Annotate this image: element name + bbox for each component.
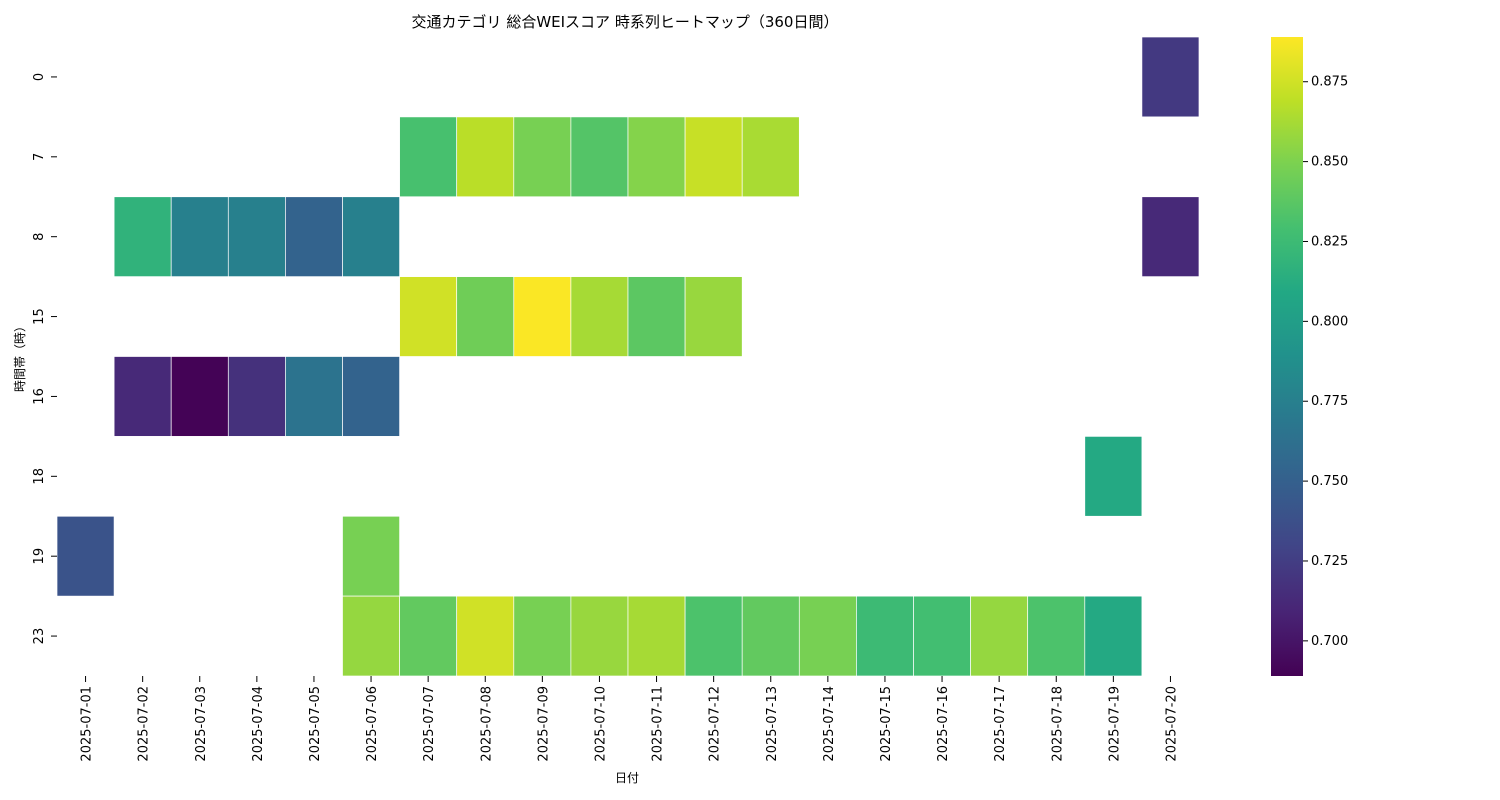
heatmap-cell bbox=[741, 595, 800, 677]
x-tick-label: 2025-07-14 bbox=[822, 686, 837, 762]
heatmap-cell bbox=[342, 356, 400, 437]
y-tick-label: 0 bbox=[32, 73, 47, 81]
heatmap-cell bbox=[1141, 196, 1200, 277]
chart-title: 交通カテゴリ 総合WEIスコア 時系列ヒートマップ（360日間） bbox=[412, 13, 839, 31]
y-tick-label: 23 bbox=[32, 628, 47, 645]
x-tick-label: 2025-07-15 bbox=[879, 686, 894, 762]
y-tick-label: 18 bbox=[32, 468, 47, 485]
x-tick-label: 2025-07-08 bbox=[479, 686, 494, 762]
x-tick-label: 2025-07-12 bbox=[708, 686, 723, 762]
heatmap-cell bbox=[513, 116, 572, 198]
x-tick-label: 2025-07-01 bbox=[80, 686, 95, 762]
heatmap-cell bbox=[285, 196, 343, 277]
y-tick-label: 7 bbox=[32, 153, 47, 161]
y-tick-label: 8 bbox=[32, 233, 47, 241]
y-axis-ticks: 0 7 8 15 16 18 19 23 bbox=[32, 73, 57, 645]
heatmap-cell bbox=[342, 595, 400, 677]
colorbar-tick-label: 0.850 bbox=[1311, 155, 1348, 170]
heatmap-cell bbox=[1084, 436, 1143, 517]
heatmap-cell bbox=[1084, 595, 1143, 677]
heatmap-cell bbox=[227, 356, 286, 437]
colorbar-tick-label: 0.725 bbox=[1311, 554, 1348, 569]
colorbar-tick-label: 0.700 bbox=[1311, 634, 1348, 649]
heatmap-cell bbox=[913, 595, 971, 677]
heatmap-cell bbox=[113, 196, 172, 277]
x-tick-label: 2025-07-06 bbox=[365, 686, 380, 762]
heatmap-cell bbox=[170, 196, 229, 277]
heatmap-cell bbox=[627, 276, 686, 357]
colorbar-tick-label: 0.750 bbox=[1311, 474, 1348, 489]
heatmap-cell bbox=[570, 276, 629, 357]
heatmap-cell bbox=[342, 196, 400, 277]
x-tick-label: 2025-07-07 bbox=[422, 686, 437, 762]
y-tick-label: 15 bbox=[32, 308, 47, 325]
x-tick-label: 2025-07-04 bbox=[251, 686, 266, 762]
heatmap-cell bbox=[285, 356, 343, 437]
x-tick-label: 2025-07-19 bbox=[1107, 686, 1122, 762]
x-tick-label: 2025-07-17 bbox=[993, 686, 1008, 762]
heatmap-cell bbox=[627, 595, 686, 677]
colorbar-ticks: 0.700 0.725 0.750 0.775 0.800 0.825 0.850 0.875 bbox=[1303, 75, 1348, 649]
heatmap-cell bbox=[456, 276, 515, 357]
heatmap-cell bbox=[456, 595, 515, 677]
x-axis-title: 日付 bbox=[615, 771, 639, 785]
x-tick-label: 2025-07-09 bbox=[536, 686, 551, 762]
heatmap-cell bbox=[970, 595, 1029, 677]
heatmap-cells bbox=[56, 36, 1200, 677]
heatmap-cell bbox=[227, 196, 286, 277]
heatmap-cell bbox=[798, 595, 857, 677]
heatmap-cell bbox=[170, 356, 229, 437]
colorbar-tick-label: 0.875 bbox=[1311, 75, 1348, 90]
y-axis-title: 時間帯（時） bbox=[13, 320, 27, 392]
x-tick-label: 2025-07-05 bbox=[308, 686, 323, 762]
heatmap-cell bbox=[856, 595, 914, 677]
heatmap-cell bbox=[399, 276, 458, 357]
heatmap-cell bbox=[684, 276, 743, 357]
heatmap-cell bbox=[570, 116, 629, 198]
heatmap-cell bbox=[1141, 36, 1200, 118]
x-tick-label: 2025-07-16 bbox=[936, 686, 951, 762]
heatmap-cell bbox=[513, 276, 572, 357]
colorbar-tick-label: 0.775 bbox=[1311, 394, 1348, 409]
colorbar-tick-label: 0.800 bbox=[1311, 314, 1348, 329]
heatmap-cell bbox=[1027, 595, 1086, 677]
colorbar-tick-label: 0.825 bbox=[1311, 234, 1348, 249]
heatmap-cell bbox=[570, 595, 629, 677]
x-tick-label: 2025-07-10 bbox=[593, 686, 608, 762]
x-tick-label: 2025-07-13 bbox=[765, 686, 780, 762]
heatmap-cell bbox=[513, 595, 572, 677]
heatmap-cell bbox=[56, 515, 115, 597]
x-tick-label: 2025-07-11 bbox=[651, 686, 666, 762]
heatmap-cell bbox=[113, 356, 172, 437]
heatmap-cell bbox=[741, 116, 800, 198]
heatmap-cell bbox=[627, 116, 686, 198]
x-tick-label: 2025-07-03 bbox=[194, 686, 209, 762]
y-tick-label: 16 bbox=[32, 388, 47, 405]
y-tick-label: 19 bbox=[32, 548, 47, 565]
heatmap-cell bbox=[399, 595, 458, 677]
heatmap-cell bbox=[342, 515, 400, 597]
heatmap-cell bbox=[684, 595, 743, 677]
colorbar bbox=[1271, 37, 1303, 676]
x-axis-ticks: 2025-07-01 2025-07-02 2025-07-03 2025-07-04… bbox=[80, 676, 1179, 762]
x-tick-label: 2025-07-18 bbox=[1050, 686, 1065, 762]
heatmap-cell bbox=[684, 116, 743, 198]
heatmap-cell bbox=[399, 116, 458, 198]
x-tick-label: 2025-07-02 bbox=[137, 686, 152, 762]
heatmap-cell bbox=[456, 116, 515, 198]
x-tick-label: 2025-07-20 bbox=[1164, 686, 1179, 762]
